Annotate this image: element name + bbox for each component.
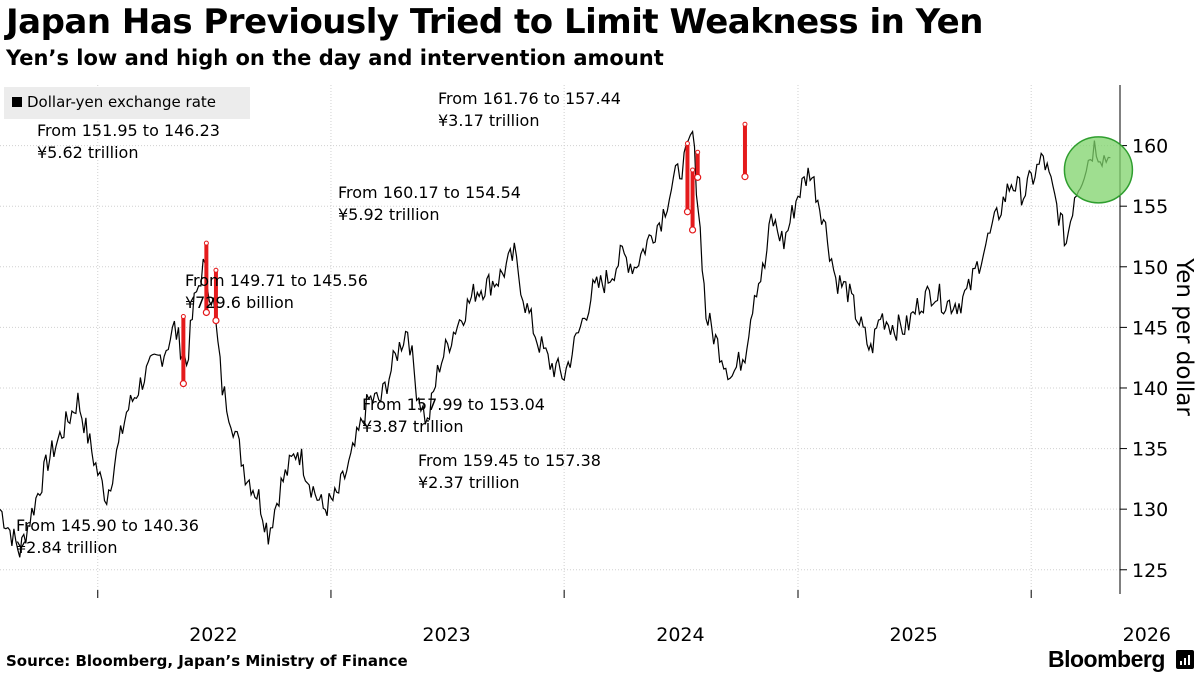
intervention-high-point (695, 149, 701, 155)
y-tick-label: 140 (1132, 378, 1168, 400)
legend-background (4, 87, 250, 119)
latest-highlight-circle (1063, 136, 1134, 204)
intervention-high-point (180, 313, 186, 319)
annotation-range-text: From 151.95 to 146.23 (37, 121, 220, 140)
annotation-range-text: From 145.90 to 140.36 (16, 516, 199, 535)
intervention-high-point (203, 240, 209, 246)
annotation-amount-text: ¥5.62 trillion (37, 143, 138, 162)
annotation-range-text: From 149.71 to 145.56 (185, 271, 368, 290)
annotation-amount-text: ¥3.87 trillion (362, 417, 463, 436)
y-tick-label: 160 (1132, 136, 1168, 158)
y-tick-label: 155 (1132, 196, 1168, 218)
legend: Dollar-yen exchange rate (4, 87, 250, 119)
x-axis: 2022 2023 2024 2025 2026 (97, 590, 1171, 646)
intervention-high-point (684, 141, 690, 147)
legend-label: Dollar-yen exchange rate (27, 93, 216, 111)
chart-title: Japan Has Previously Tried to Limit Weak… (6, 2, 983, 42)
x-tick-label: 2025 (889, 624, 937, 646)
intervention-low-point (683, 208, 692, 216)
price-line (0, 129, 1111, 558)
chart-subtitle: Yen’s low and high on the day and interv… (6, 46, 664, 70)
legend-swatch (12, 97, 22, 107)
bloomberg-chart-icon (1176, 650, 1194, 669)
y-tick-label: 125 (1132, 560, 1168, 582)
intervention-low-point (179, 380, 187, 388)
intervention-low-point (694, 173, 702, 181)
intervention-high-point (742, 121, 748, 127)
source-note: Source: Bloomberg, Japan’s Ministry of F… (6, 652, 408, 670)
intervention-low-point (202, 308, 210, 317)
annotation-range-text: From 157.99 to 153.04 (362, 395, 545, 414)
x-tick-label: 2022 (189, 624, 237, 646)
intervention-high-point (213, 267, 219, 273)
x-tick-label: 2023 (422, 624, 470, 646)
intervention-low-point (741, 173, 749, 181)
y-tick-label: 150 (1132, 257, 1168, 279)
y-tick-label: 135 (1132, 439, 1168, 461)
intervention-marks (179, 121, 749, 388)
annotation-amount-text: ¥5.92 trillion (338, 205, 439, 224)
bloomberg-logo: Bloomberg (1048, 646, 1165, 672)
annotation-amount-text: ¥2.84 trillion (16, 538, 117, 557)
annotation-range-text: From 160.17 to 154.54 (338, 183, 521, 202)
y-tick-label: 130 (1132, 499, 1168, 521)
y-tick-label: 145 (1132, 317, 1168, 339)
annotations: From 151.95 to 146.23 ¥5.62 trillion From … (16, 89, 621, 557)
y-axis-label: Yen per dollar (1171, 257, 1197, 416)
annotation-range-text: From 159.45 to 157.38 (418, 451, 601, 470)
intervention-low-point (688, 226, 697, 234)
x-tick-label: 2024 (656, 624, 704, 646)
grid-lines (0, 85, 1120, 594)
x-tick-label: 2026 (1123, 624, 1171, 646)
y-axis: 125 130 135 140 145 150 155 160 (1119, 85, 1168, 594)
annotation-amount-text: ¥3.17 trillion (438, 111, 539, 130)
intervention-high-point (690, 167, 696, 173)
intervention-low-point (212, 316, 220, 325)
annotation-amount-text: ¥2.37 trillion (418, 473, 519, 492)
annotation-range-text: From 161.76 to 157.44 (438, 89, 621, 108)
annotation-amount-text: ¥729.6 billion (185, 293, 294, 312)
